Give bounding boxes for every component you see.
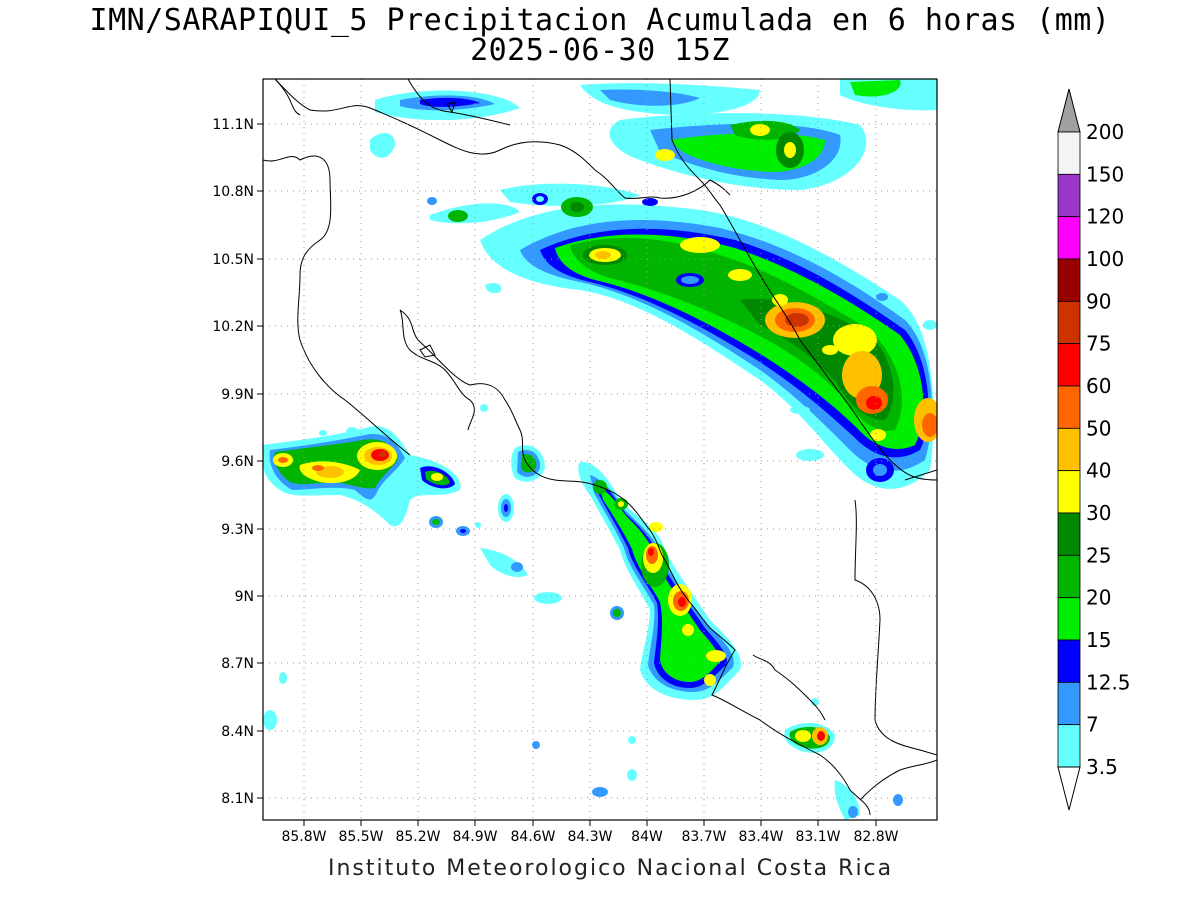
lat-label: 9N [235,589,254,605]
map-valid-time: 2025-06-30 15Z [470,33,730,68]
lat-label: 8.1N [221,791,254,807]
colorbar-swatch [1057,131,1081,175]
colorbar-label: 20 [1086,586,1111,610]
colorbar-label: 60 [1086,374,1111,398]
lat-label: 9.3N [221,522,254,538]
colorbar-swatch [1057,681,1081,726]
axis-ticks [257,123,877,826]
colorbar-swatch [1057,216,1081,260]
lon-label: 84.3W [567,829,612,845]
colorbar-swatch [1057,300,1081,345]
map-title: IMN/SARAPIQUI_5 Precipitacion Acumulada … [89,3,1111,38]
colorbar-label: 75 [1086,332,1111,356]
colorbar-label: 200 [1086,120,1124,144]
colorbar-label: 30 [1086,501,1111,525]
institution-credit: Instituto Meteorologico Nacional Costa R… [328,856,894,881]
colorbar-swatch [1057,427,1081,472]
colorbar-swatch [1057,173,1081,218]
lon-label: 83.4W [738,829,783,845]
colorbar-label: 90 [1086,289,1111,313]
lon-label: 83.1W [795,829,840,845]
colorbar-label: 7 [1086,713,1099,737]
colorbar-swatch [1057,597,1081,641]
colorbar-swatch [1057,385,1081,429]
longitude-labels: 85.8W 85.5W 85.2W 84.9W 84.6W 84.3W 84W … [281,829,898,845]
lat-label: 8.7N [221,656,254,672]
colorbar-swatch [1057,343,1081,387]
lat-label: 10.2N [212,319,254,335]
lat-label: 8.4N [221,724,254,740]
colorbar-bottom-arrow [1057,766,1081,811]
lat-label: 9.9N [221,387,254,403]
lon-label: 83.7W [681,829,726,845]
lon-label: 84W [631,829,663,845]
precip-cluster-central-pacific [480,404,903,820]
colorbar-swatch [1057,512,1081,556]
colorbar-swatch [1057,258,1081,302]
colorbar-label: 12.5 [1086,670,1131,694]
graticule [263,79,937,820]
colorbar-label: 150 [1086,162,1124,186]
colorbar-label: 50 [1086,416,1111,440]
lon-label: 85.5W [338,829,383,845]
latitude-labels: 11.1N 10.8N 10.5N 10.2N 9.9N 9.6N 9.3N 9… [212,117,254,807]
precip-cluster-nicoya [263,426,481,730]
lon-label: 85.8W [281,829,326,845]
colorbar-swatch [1057,724,1081,768]
precip-field [263,79,937,820]
lat-label: 10.5N [212,252,254,268]
colorbar-label: 40 [1086,459,1111,483]
colorbar-swatch [1057,639,1081,683]
lat-label: 11.1N [212,117,254,133]
colorbar-label: 3.5 [1086,755,1118,779]
colorbar-swatch [1057,554,1081,599]
lon-label: 84.6W [510,829,555,845]
lat-label: 10.8N [212,184,254,200]
lon-label: 84.9W [452,829,497,845]
colorbar-label: 120 [1086,205,1124,229]
colorbar-swatch [1057,470,1081,514]
colorbar-legend: 200 150 120 100 90 75 60 50 40 30 25 20 15 12.5 7 3.5 [1057,88,1131,811]
coastlines-and-borders [263,79,937,816]
plot-frame [262,78,938,821]
lon-label: 82.8W [853,829,898,845]
lat-label: 9.6N [221,454,254,470]
colorbar-top-arrow [1057,88,1081,133]
colorbar-label: 15 [1086,628,1111,652]
lon-label: 85.2W [395,829,440,845]
colorbar-label: 100 [1086,247,1124,271]
precip-band-northeast [370,79,937,489]
colorbar-label: 25 [1086,543,1111,567]
